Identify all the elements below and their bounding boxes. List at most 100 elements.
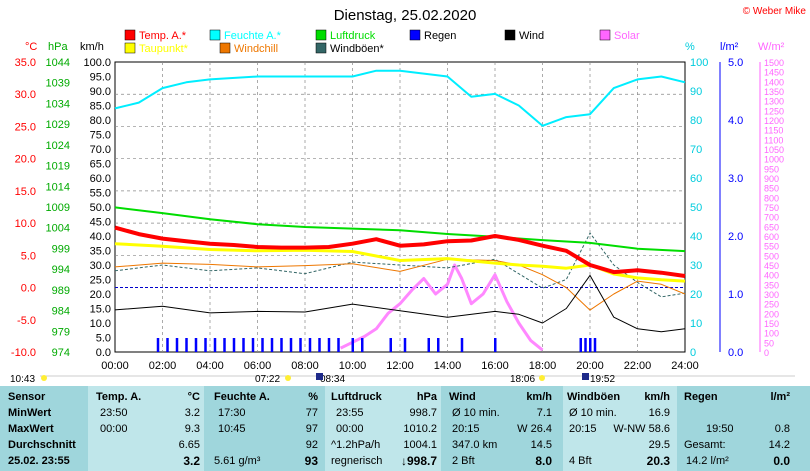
max-hum-time: 10:45: [218, 423, 246, 435]
min-hum-time: 17:30: [218, 407, 246, 419]
wind-distance: 347.0 km: [452, 439, 498, 451]
legend-swatch-5: [599, 29, 611, 41]
tick-label-x: 20:00: [576, 360, 604, 372]
tick-label-x: 00:00: [101, 360, 129, 372]
current-wind: 8.0: [535, 454, 552, 468]
tick-label-humidity: 40: [690, 231, 702, 243]
tick-label-rain: 3.0: [728, 173, 743, 185]
avg-press: 1004.1: [403, 439, 437, 451]
max-wind: W 26.4: [517, 423, 552, 435]
rain-bar: [351, 338, 354, 352]
header-press-unit: hPa: [416, 391, 437, 403]
rain-bar: [213, 338, 217, 352]
rain-bar: [175, 338, 179, 352]
tick-label-pressure: 1029: [46, 119, 70, 131]
rain-bar: [579, 338, 582, 352]
rain-bar: [593, 338, 597, 352]
max-hum: 97: [305, 423, 318, 435]
axis-headers: °C hPa km/h% l/m² W/m²: [25, 41, 785, 53]
legend-label-2: Luftdruck: [330, 30, 376, 42]
rain-bar: [270, 338, 274, 352]
press-trend: ^1.2hPa/h: [331, 439, 381, 451]
tick-label-rain: 1.0: [728, 289, 743, 301]
tick-label-temp: -10.0: [11, 347, 36, 359]
sun-icon: [539, 375, 545, 381]
tick-label-wind: 95.0: [90, 72, 111, 84]
axis-unit-humidity_pct: %: [685, 41, 695, 53]
chart-title: Dienstag, 25.02.2020: [334, 7, 477, 24]
max-rain: 0.8: [774, 423, 790, 435]
chart-legend: Temp. A.* Feuchte A.* Luftdruck Regen Wind So…: [124, 29, 640, 55]
sunrise-time: 07:22: [255, 374, 280, 385]
tick-label-pressure: 1019: [46, 161, 70, 173]
max-press: 1010.2: [403, 423, 437, 435]
current-gust: 20.3: [646, 454, 670, 468]
sun-icon: [285, 375, 291, 381]
tick-label-rain: 4.0: [728, 115, 743, 127]
tick-label-temp: 0.0: [21, 283, 36, 295]
axis-unit-wind_kmh: km/h: [80, 41, 104, 53]
tick-label-wind: 0.0: [96, 347, 111, 359]
min-gust: 16.9: [648, 407, 670, 419]
avg-hum: 92: [305, 439, 318, 451]
tick-label-solar: 650: [764, 222, 779, 232]
tick-label-temp: 35.0: [15, 57, 36, 69]
sun-bar: 10:43 07:22 08:34 18:06 19:52: [10, 373, 795, 385]
tick-label-humidity: 20: [690, 289, 702, 301]
legend-label-5: Solar: [614, 30, 640, 42]
rain-bar: [589, 338, 592, 352]
tick-label-solar: 250: [764, 300, 779, 310]
statistics-panel: Sensor Temp. A. °C Feuchte A. % Luftdruc…: [0, 386, 810, 471]
tick-label-wind: 80.0: [90, 115, 111, 127]
tick-label-wind: 15.0: [90, 304, 111, 316]
tick-label-temp: 5.0: [21, 250, 36, 262]
weather-chart: Dienstag, 25.02.2020 © Weber Mike Temp. …: [10, 6, 807, 385]
tick-label-x: 06:00: [244, 360, 272, 372]
tick-label-pressure: 979: [52, 326, 70, 338]
row-label-min: MinWert: [8, 407, 52, 419]
tick-label-wind: 10.0: [90, 318, 111, 330]
rain-bar: [299, 338, 302, 352]
tick-label-solar: 100: [764, 329, 779, 339]
header-press: Luftdruck: [331, 391, 382, 403]
series-line-luftdruck: [114, 206, 686, 253]
tick-label-humidity: 0: [690, 347, 696, 359]
tick-label-solar: 850: [764, 184, 779, 194]
rain-bar: [337, 338, 340, 352]
sun-mid-time: 18:06: [510, 374, 535, 385]
sun-left-time: 10:43: [10, 374, 35, 385]
rain-bar: [361, 338, 364, 352]
stats-col-temp: [88, 386, 204, 471]
tick-label-solar: 900: [764, 174, 779, 184]
min-wind: 7.1: [536, 407, 552, 419]
max-gust-time: 20:15: [569, 423, 597, 435]
avg-wind: 14.5: [530, 439, 552, 451]
axis-unit-rain_lm2: l/m²: [720, 41, 739, 53]
forecast-text: regnerisch: [331, 455, 383, 467]
series-line-windben: [114, 232, 686, 298]
legend-label-0: Temp. A.*: [139, 30, 187, 42]
rain-total: 14.2: [768, 439, 790, 451]
rain-bar: [185, 338, 188, 352]
min-hum: 77: [305, 407, 318, 419]
tick-label-pressure: 1014: [46, 181, 70, 193]
legend-swatch-2: [315, 29, 327, 41]
series-line-feuchtea: [114, 69, 686, 127]
header-gust-unit: km/h: [644, 391, 670, 403]
avg-temp: 6.65: [178, 439, 200, 451]
min-press: 998.7: [409, 407, 437, 419]
tick-label-solar: 950: [764, 164, 779, 174]
max-rain-time: 19:50: [706, 423, 734, 435]
tick-label-temp: 20.0: [15, 154, 36, 166]
tick-label-solar: 550: [764, 242, 779, 252]
header-wind: Wind: [449, 391, 476, 403]
series-line-wind: [114, 274, 686, 333]
current-press: ↓998.7: [400, 454, 437, 468]
rain-bar: [261, 338, 264, 352]
rain-bar: [289, 338, 293, 352]
header-temp: Temp. A.: [96, 391, 142, 403]
min-press-time: 23:55: [336, 407, 364, 419]
stats-col-press: [325, 386, 441, 471]
tick-label-humidity: 60: [690, 173, 702, 185]
tick-label-humidity: 30: [690, 260, 702, 272]
